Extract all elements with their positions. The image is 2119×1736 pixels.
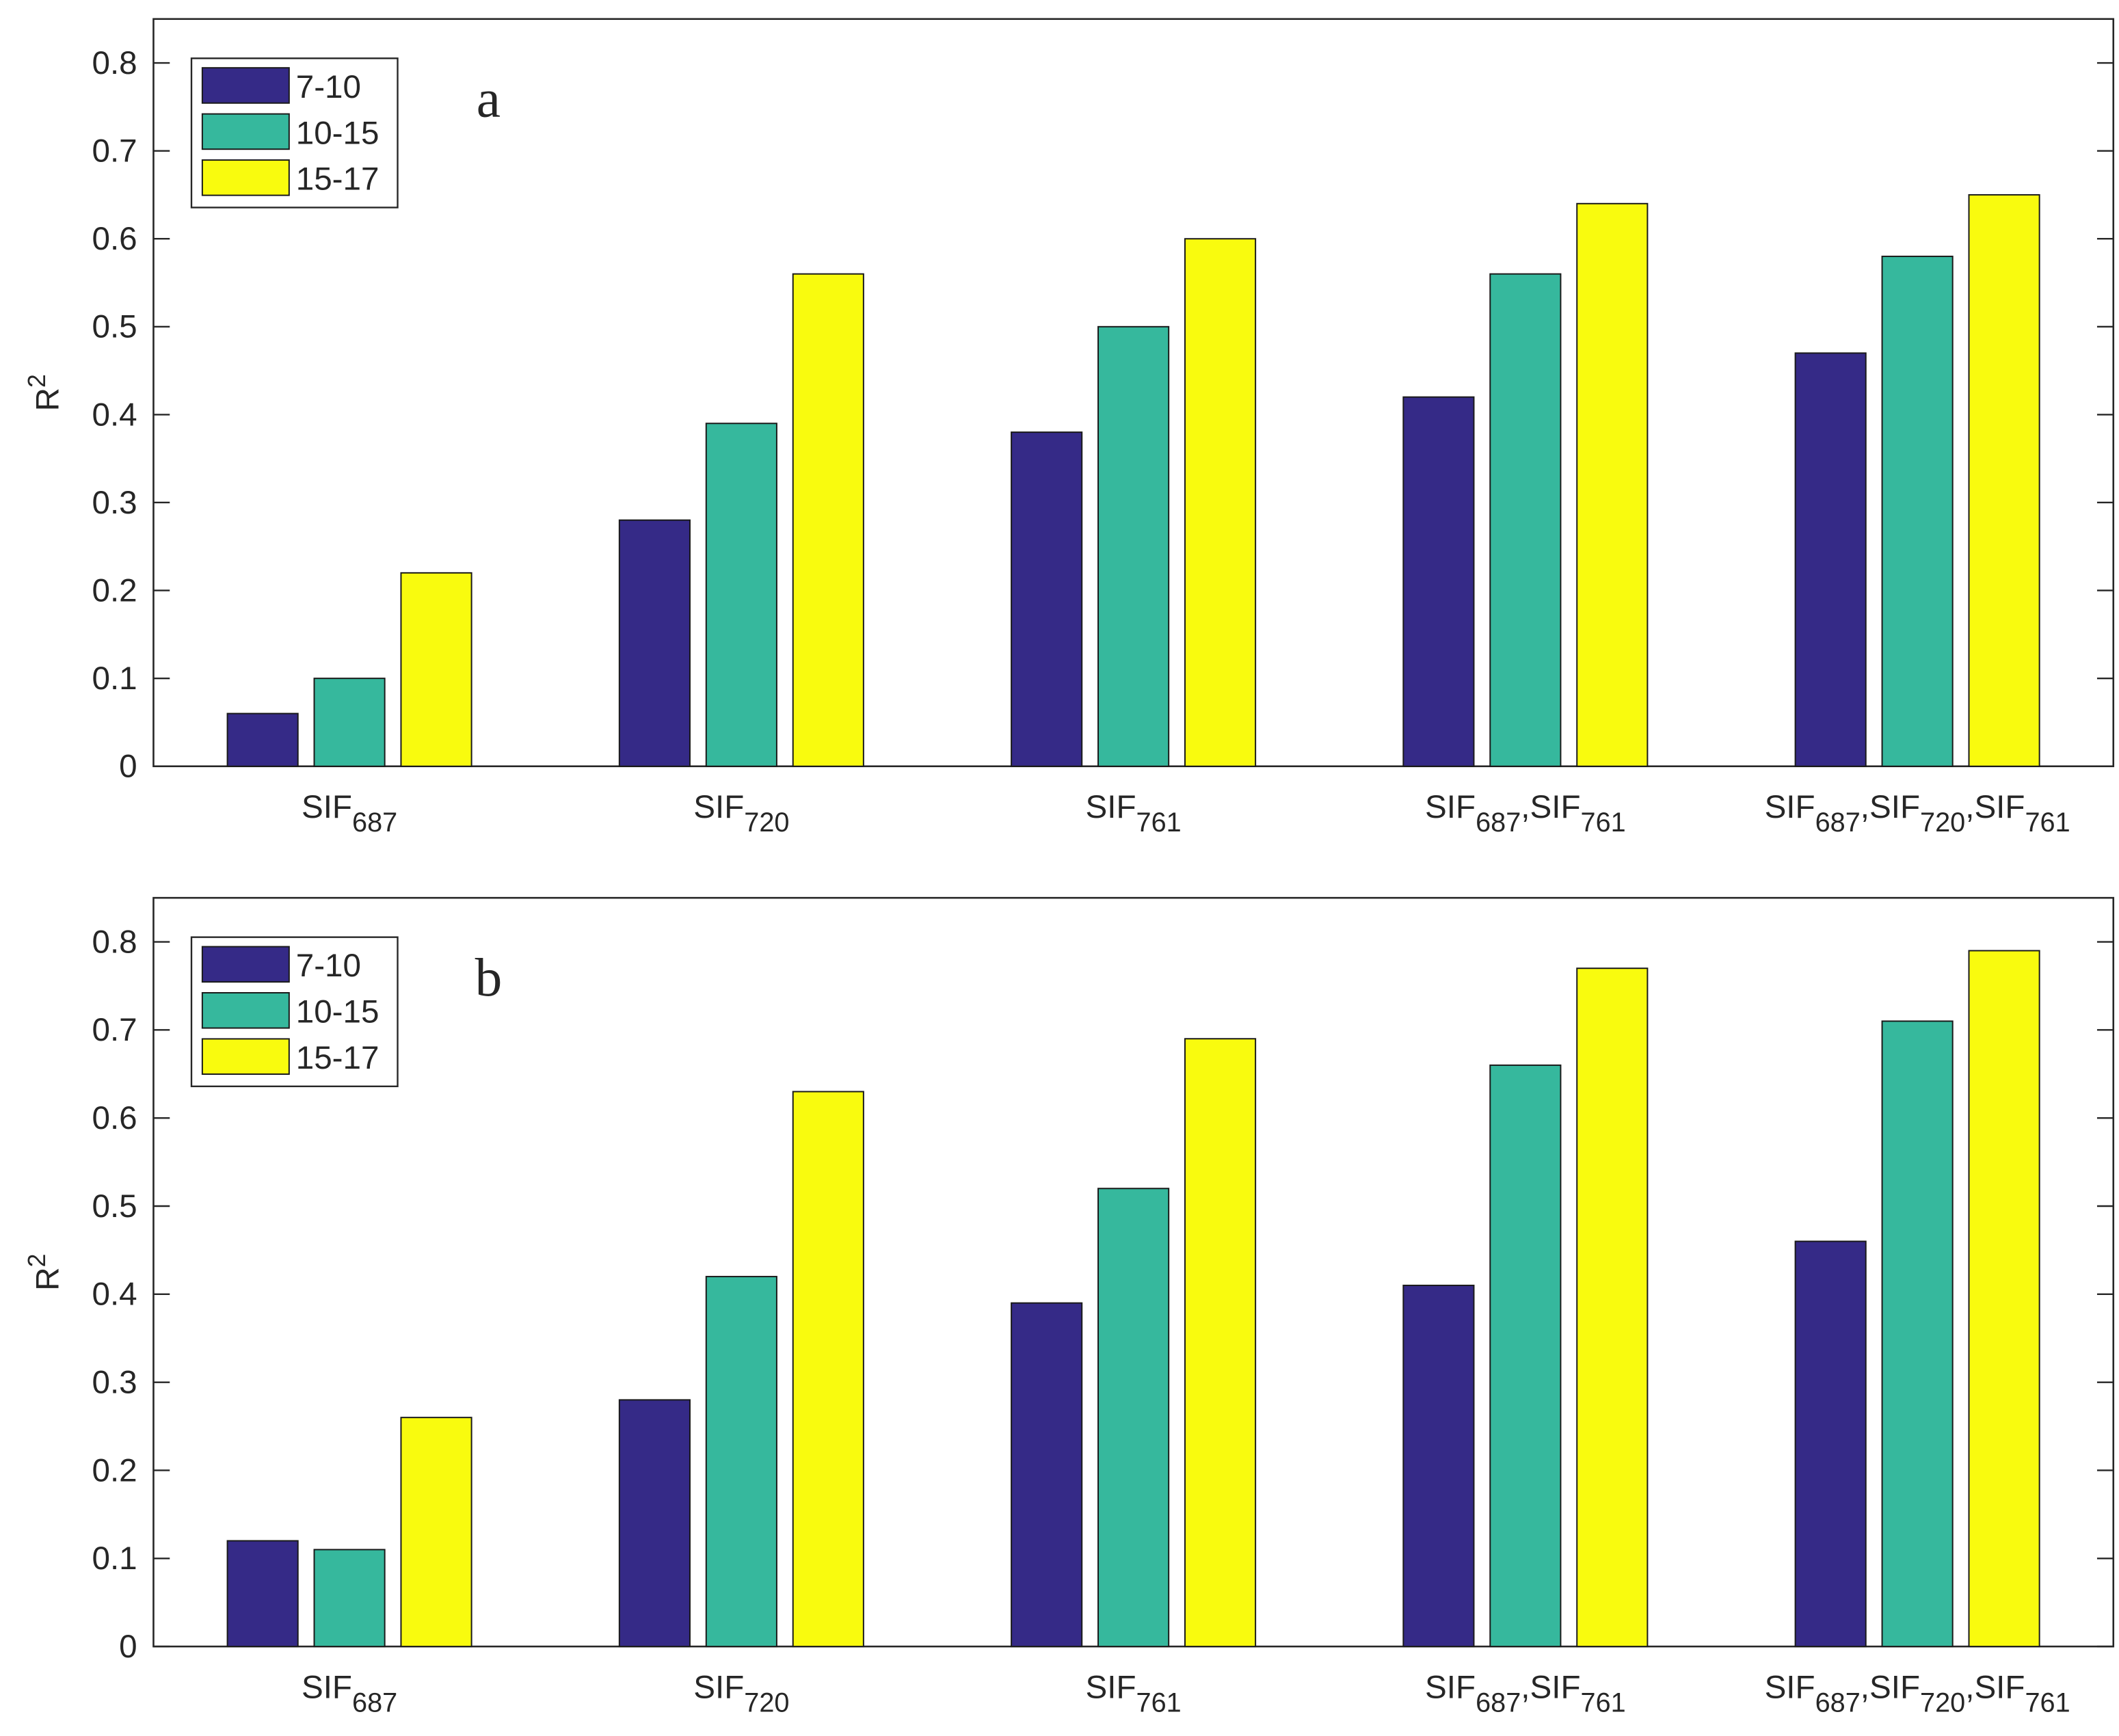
bar — [1097, 325, 1170, 767]
bar — [1489, 273, 1562, 767]
bar — [226, 712, 299, 767]
bar — [1011, 431, 1083, 767]
y-tick-label: 0.7 — [92, 1012, 137, 1048]
bar — [1184, 1038, 1257, 1648]
x-tick-label: SIF687,SIF761 — [1425, 789, 1626, 838]
bar — [1576, 202, 1649, 767]
legend-swatch — [201, 946, 290, 983]
y-tick-label: 0.2 — [92, 1452, 137, 1488]
bar — [400, 1417, 472, 1648]
x-tick-label: SIF761 — [1085, 1669, 1181, 1718]
bar — [1402, 1284, 1475, 1648]
legend-label: 10-15 — [296, 115, 379, 151]
y-tick-label: 0.2 — [92, 572, 137, 609]
legend-label: 10-15 — [296, 994, 379, 1030]
bar — [618, 519, 691, 767]
bar — [400, 572, 472, 767]
y-tick-label: 0.5 — [92, 1188, 137, 1225]
bar — [313, 1549, 386, 1648]
bar — [618, 1399, 691, 1648]
legend-swatch — [201, 991, 290, 1029]
y-axis-label: R2 — [23, 1253, 66, 1290]
bar — [1097, 1188, 1170, 1648]
x-tick-label: SIF687,SIF720,SIF761 — [1765, 1669, 2070, 1718]
legend-swatch — [201, 67, 290, 104]
y-tick-label: 0.3 — [92, 1365, 137, 1401]
bar — [792, 1091, 864, 1648]
x-tick-label: SIF687 — [302, 1669, 397, 1718]
x-tick-label: SIF720 — [693, 789, 789, 838]
y-tick-label: 0.6 — [92, 221, 137, 257]
bar — [1881, 1020, 1954, 1648]
y-tick-label: 0 — [119, 749, 137, 785]
panel-label: a — [477, 69, 501, 129]
legend-label: 7-10 — [296, 948, 361, 984]
y-tick-label: 0.7 — [92, 133, 137, 170]
bar — [1489, 1064, 1562, 1648]
y-axis-label: R2 — [23, 374, 66, 411]
bar — [1402, 396, 1475, 767]
x-tick-label: SIF687 — [302, 789, 397, 838]
bar — [1011, 1302, 1083, 1648]
legend-label: 15-17 — [296, 1040, 379, 1076]
legend-label: 7-10 — [296, 69, 361, 105]
y-tick-label: 0.6 — [92, 1100, 137, 1136]
y-tick-label: 0.3 — [92, 485, 137, 521]
x-tick-label: SIF687,SIF761 — [1425, 1669, 1626, 1718]
bar — [1968, 950, 2040, 1648]
panel-label: b — [475, 948, 503, 1008]
legend-swatch — [201, 1038, 290, 1075]
bar — [1968, 193, 2040, 767]
bar — [705, 423, 777, 767]
y-tick-label: 0.5 — [92, 309, 137, 345]
bar — [1794, 352, 1867, 767]
bar — [1576, 967, 1649, 1648]
bar — [705, 1276, 777, 1648]
legend-swatch — [201, 113, 290, 150]
y-tick-label: 0.8 — [92, 924, 137, 960]
y-tick-label: 0.4 — [92, 1277, 137, 1313]
x-tick-label: SIF761 — [1085, 789, 1181, 838]
y-tick-label: 0.4 — [92, 397, 137, 433]
bar — [313, 678, 386, 767]
x-tick-label: SIF720 — [693, 1669, 789, 1718]
bar — [792, 273, 864, 767]
bar — [1794, 1240, 1867, 1648]
bar — [226, 1540, 299, 1648]
legend-swatch — [201, 159, 290, 196]
y-tick-label: 0.8 — [92, 45, 137, 81]
y-tick-label: 0.1 — [92, 660, 137, 697]
x-tick-label: SIF687,SIF720,SIF761 — [1765, 789, 2070, 838]
bar — [1184, 238, 1257, 767]
y-tick-label: 0 — [119, 1629, 137, 1665]
legend-label: 15-17 — [296, 161, 379, 198]
y-tick-label: 0.1 — [92, 1540, 137, 1577]
bar — [1881, 255, 1954, 767]
